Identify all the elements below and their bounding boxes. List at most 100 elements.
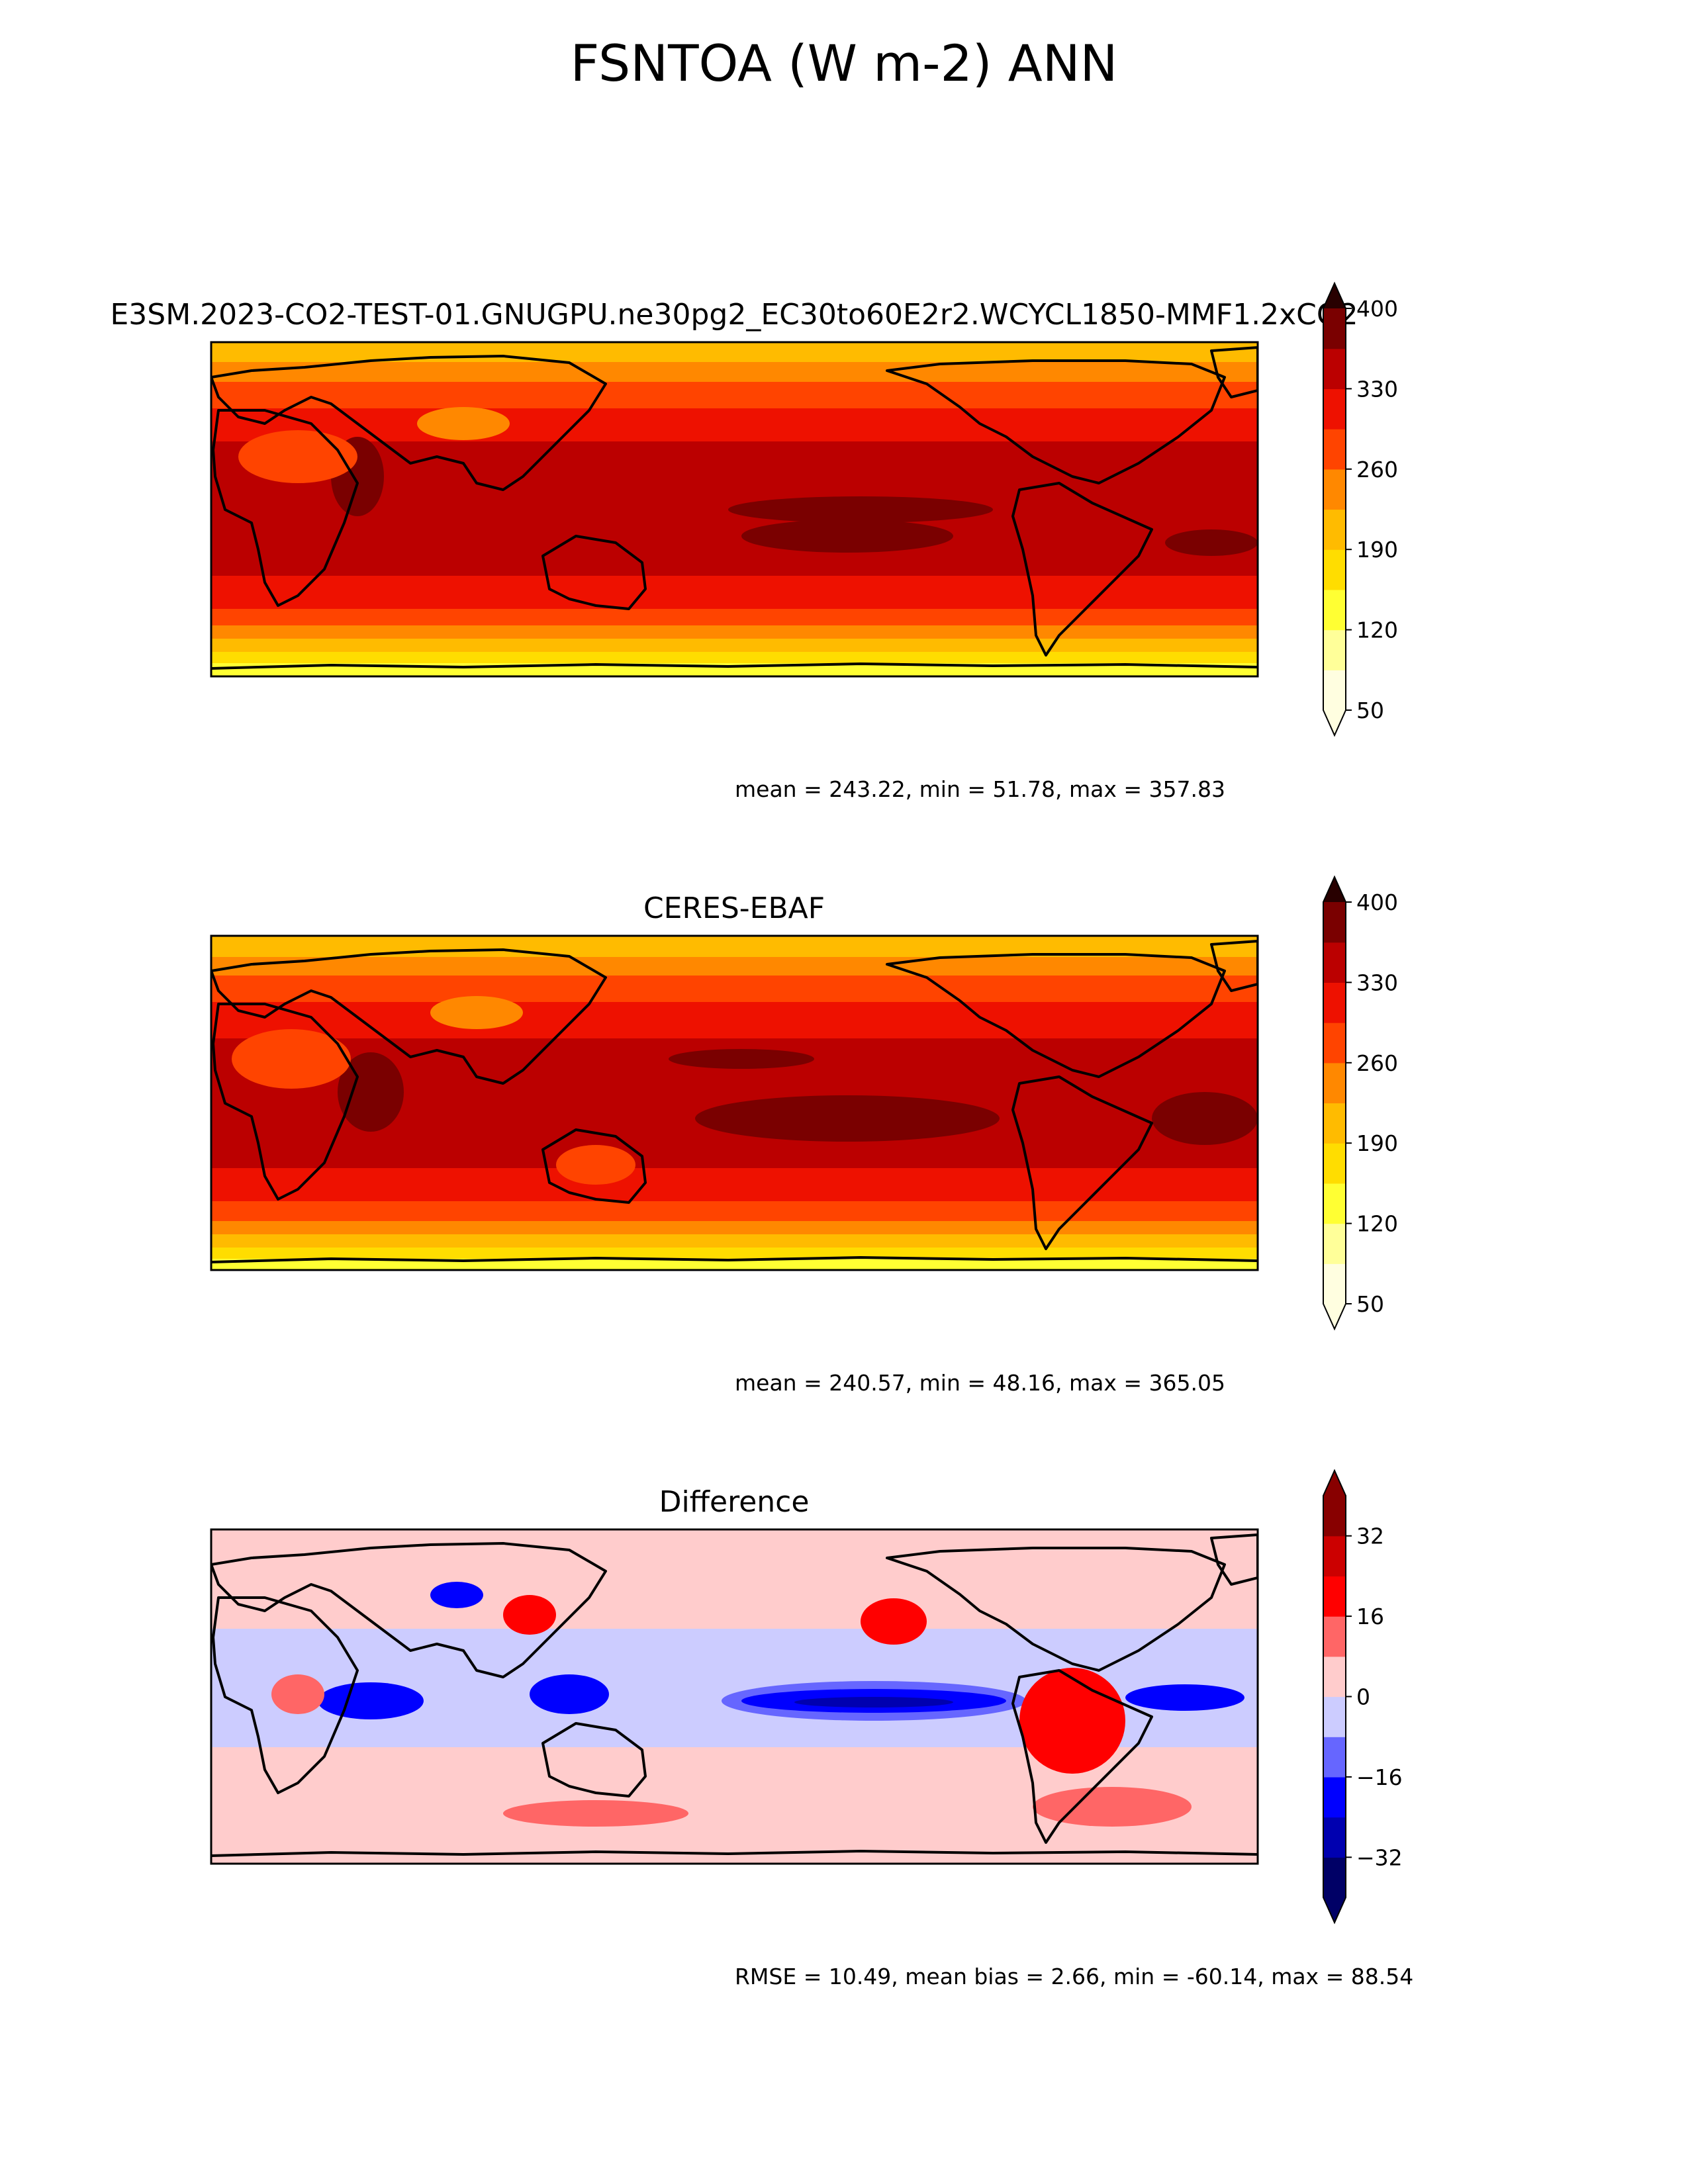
colorbar-tick-label: 120 xyxy=(1356,1211,1398,1237)
panel-title: CERES-EBAF xyxy=(643,891,825,925)
colorbar-segment xyxy=(1323,1616,1346,1657)
colorbar-segment xyxy=(1323,1062,1346,1104)
field-patch-neg-pacific-core xyxy=(794,1697,953,1707)
map-frame xyxy=(210,934,1259,1271)
colorbar-segment xyxy=(1323,1103,1346,1144)
panel-difference: Difference xyxy=(210,1469,1413,1989)
colorbar-tick-label: 400 xyxy=(1356,889,1398,915)
coast-eurasia xyxy=(211,948,607,1085)
field-patch-max-north-pacific xyxy=(669,1049,814,1069)
colorbar-tick-label: −16 xyxy=(1356,1764,1403,1790)
colorbar-tick-label: 0 xyxy=(1356,1684,1370,1710)
coast-north-america xyxy=(886,1547,1226,1672)
field-patch-neg-maritime xyxy=(530,1674,609,1714)
colorbar-tick-label: 16 xyxy=(1356,1604,1384,1629)
field-patch-max-south-pacific xyxy=(741,520,953,553)
figure-title: FSNTOA (W m-2) ANN xyxy=(571,34,1118,93)
field-patch-neg-atlantic xyxy=(1125,1684,1244,1711)
colorbar-segment xyxy=(1323,1857,1346,1898)
field-patch-pos-north-pacific xyxy=(861,1598,927,1645)
colorbar-extend-min xyxy=(1323,1304,1346,1329)
colorbar-tick-label: 260 xyxy=(1356,457,1398,482)
coast-africa xyxy=(212,1596,359,1794)
coast-greenland xyxy=(1210,1533,1258,1586)
coast-antarctica xyxy=(211,1256,1258,1263)
colorbar-extend-min xyxy=(1323,1897,1346,1923)
colorbar-tick-label: 190 xyxy=(1356,1130,1398,1156)
stats-text: mean = 243.22, min = 51.78, max = 357.83 xyxy=(735,776,1225,802)
colorbar-segment xyxy=(1323,1183,1346,1224)
field-patch-max-atlantic xyxy=(1165,529,1258,556)
coastlines xyxy=(211,940,1258,1263)
field-patch-max-atlantic xyxy=(1152,1092,1258,1145)
colorbar-tick-label: 330 xyxy=(1356,376,1398,402)
colorbar-tick-label: 120 xyxy=(1356,617,1398,643)
colorbar-segment xyxy=(1323,1023,1346,1064)
colorbar-segment xyxy=(1323,1535,1346,1576)
coast-eurasia xyxy=(211,355,607,491)
colorbar-segment xyxy=(1323,509,1346,550)
colorbar-segment xyxy=(1323,348,1346,389)
colorbar: 50 120 190 260 330 400 xyxy=(1323,281,1398,737)
field-patch-pos-china xyxy=(503,1595,556,1635)
field-patch-sahara xyxy=(238,430,357,483)
colorbar-segment xyxy=(1323,429,1346,470)
field-patch-pos-south-east xyxy=(1033,1787,1192,1827)
colorbar-extend-max xyxy=(1323,877,1346,902)
coast-north-america xyxy=(886,359,1226,484)
coastlines xyxy=(211,346,1258,670)
coast-africa xyxy=(212,1003,359,1201)
coast-australia xyxy=(541,1128,647,1204)
colorbar-segment xyxy=(1323,1576,1346,1617)
colorbar-segment xyxy=(1323,902,1346,943)
field-patch-neg-indian xyxy=(318,1682,424,1719)
field-patch-neg-asia xyxy=(430,1582,483,1608)
coast-north-america xyxy=(886,953,1226,1078)
colorbar-segment xyxy=(1323,629,1346,670)
colorbar-segment xyxy=(1323,670,1346,711)
coast-greenland xyxy=(1210,346,1258,398)
panel-model: E3SM.2023-CO2-TEST-01.GNUGPU.ne30pg2_EC3… xyxy=(111,281,1398,802)
colorbar-segment xyxy=(1323,1656,1346,1698)
map-field xyxy=(211,936,1258,1270)
map-field xyxy=(211,1529,1258,1864)
field-patch-australia xyxy=(556,1145,635,1185)
colorbar-segment xyxy=(1323,1143,1346,1184)
stats-text: mean = 240.57, min = 48.16, max = 365.05 xyxy=(735,1370,1225,1396)
field-patch-tibet xyxy=(430,996,523,1029)
colorbar-segment xyxy=(1323,388,1346,430)
colorbar-extend-max xyxy=(1323,1471,1346,1496)
colorbar-segment xyxy=(1323,549,1346,590)
field-patch-pos-south-america xyxy=(1019,1668,1125,1774)
field-patch-max-east-pacific xyxy=(728,496,993,523)
map-field xyxy=(211,342,1258,676)
coast-south-america xyxy=(1011,482,1153,657)
colorbar-tick-label: 50 xyxy=(1356,698,1384,723)
field-patch-sahara xyxy=(232,1029,351,1089)
panel-title: E3SM.2023-CO2-TEST-01.GNUGPU.ne30pg2_EC3… xyxy=(111,298,1358,332)
stats-text: RMSE = 10.49, mean bias = 2.66, min = -6… xyxy=(735,1964,1413,1989)
coast-south-america xyxy=(1011,1075,1153,1250)
colorbar-segment xyxy=(1323,1696,1346,1737)
panel-title: Difference xyxy=(659,1485,810,1519)
colorbar-segment xyxy=(1323,1223,1346,1264)
field-patch-pos-africa xyxy=(271,1674,324,1714)
map-frame xyxy=(210,341,1259,678)
coast-eurasia xyxy=(211,1542,607,1678)
colorbar-segment xyxy=(1323,308,1346,349)
colorbar-segment xyxy=(1323,942,1346,983)
colorbar-tick-label: 32 xyxy=(1356,1524,1384,1549)
colorbar-segment xyxy=(1323,469,1346,510)
coast-australia xyxy=(541,1722,647,1797)
field-patch-pos-south-ocean xyxy=(503,1800,688,1827)
field-band-north-pos xyxy=(211,1529,1258,1629)
colorbar-segment xyxy=(1323,1263,1346,1304)
panel-observation: CERES-EBAF xyxy=(210,875,1398,1396)
coastlines xyxy=(211,1533,1258,1857)
coast-antarctica xyxy=(211,1850,1258,1857)
colorbar-extend-max xyxy=(1323,283,1346,308)
field-band-north-190 xyxy=(211,342,1258,362)
colorbar-tick-label: 260 xyxy=(1356,1050,1398,1076)
coast-antarctica xyxy=(211,662,1258,670)
colorbar-tick-label: −32 xyxy=(1356,1844,1403,1870)
